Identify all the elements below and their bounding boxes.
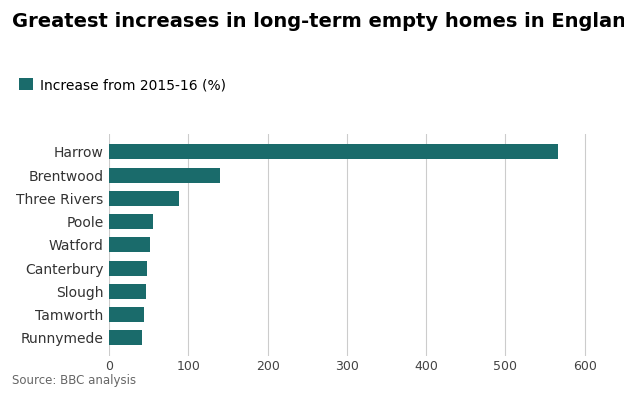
Text: C: C xyxy=(602,370,610,383)
Text: Greatest increases in long-term empty homes in England: Greatest increases in long-term empty ho… xyxy=(12,12,624,31)
Bar xyxy=(109,144,558,160)
Bar xyxy=(109,214,153,229)
Bar xyxy=(109,237,150,252)
Legend: Increase from 2015-16 (%): Increase from 2015-16 (%) xyxy=(19,78,227,92)
Text: B: B xyxy=(575,370,584,383)
Bar xyxy=(109,167,220,183)
Text: B: B xyxy=(549,370,558,383)
Bar xyxy=(109,191,179,206)
Text: Source: BBC analysis: Source: BBC analysis xyxy=(12,374,137,387)
Bar xyxy=(109,284,145,299)
Bar xyxy=(109,307,144,322)
Bar xyxy=(109,330,142,346)
Bar xyxy=(109,261,147,276)
